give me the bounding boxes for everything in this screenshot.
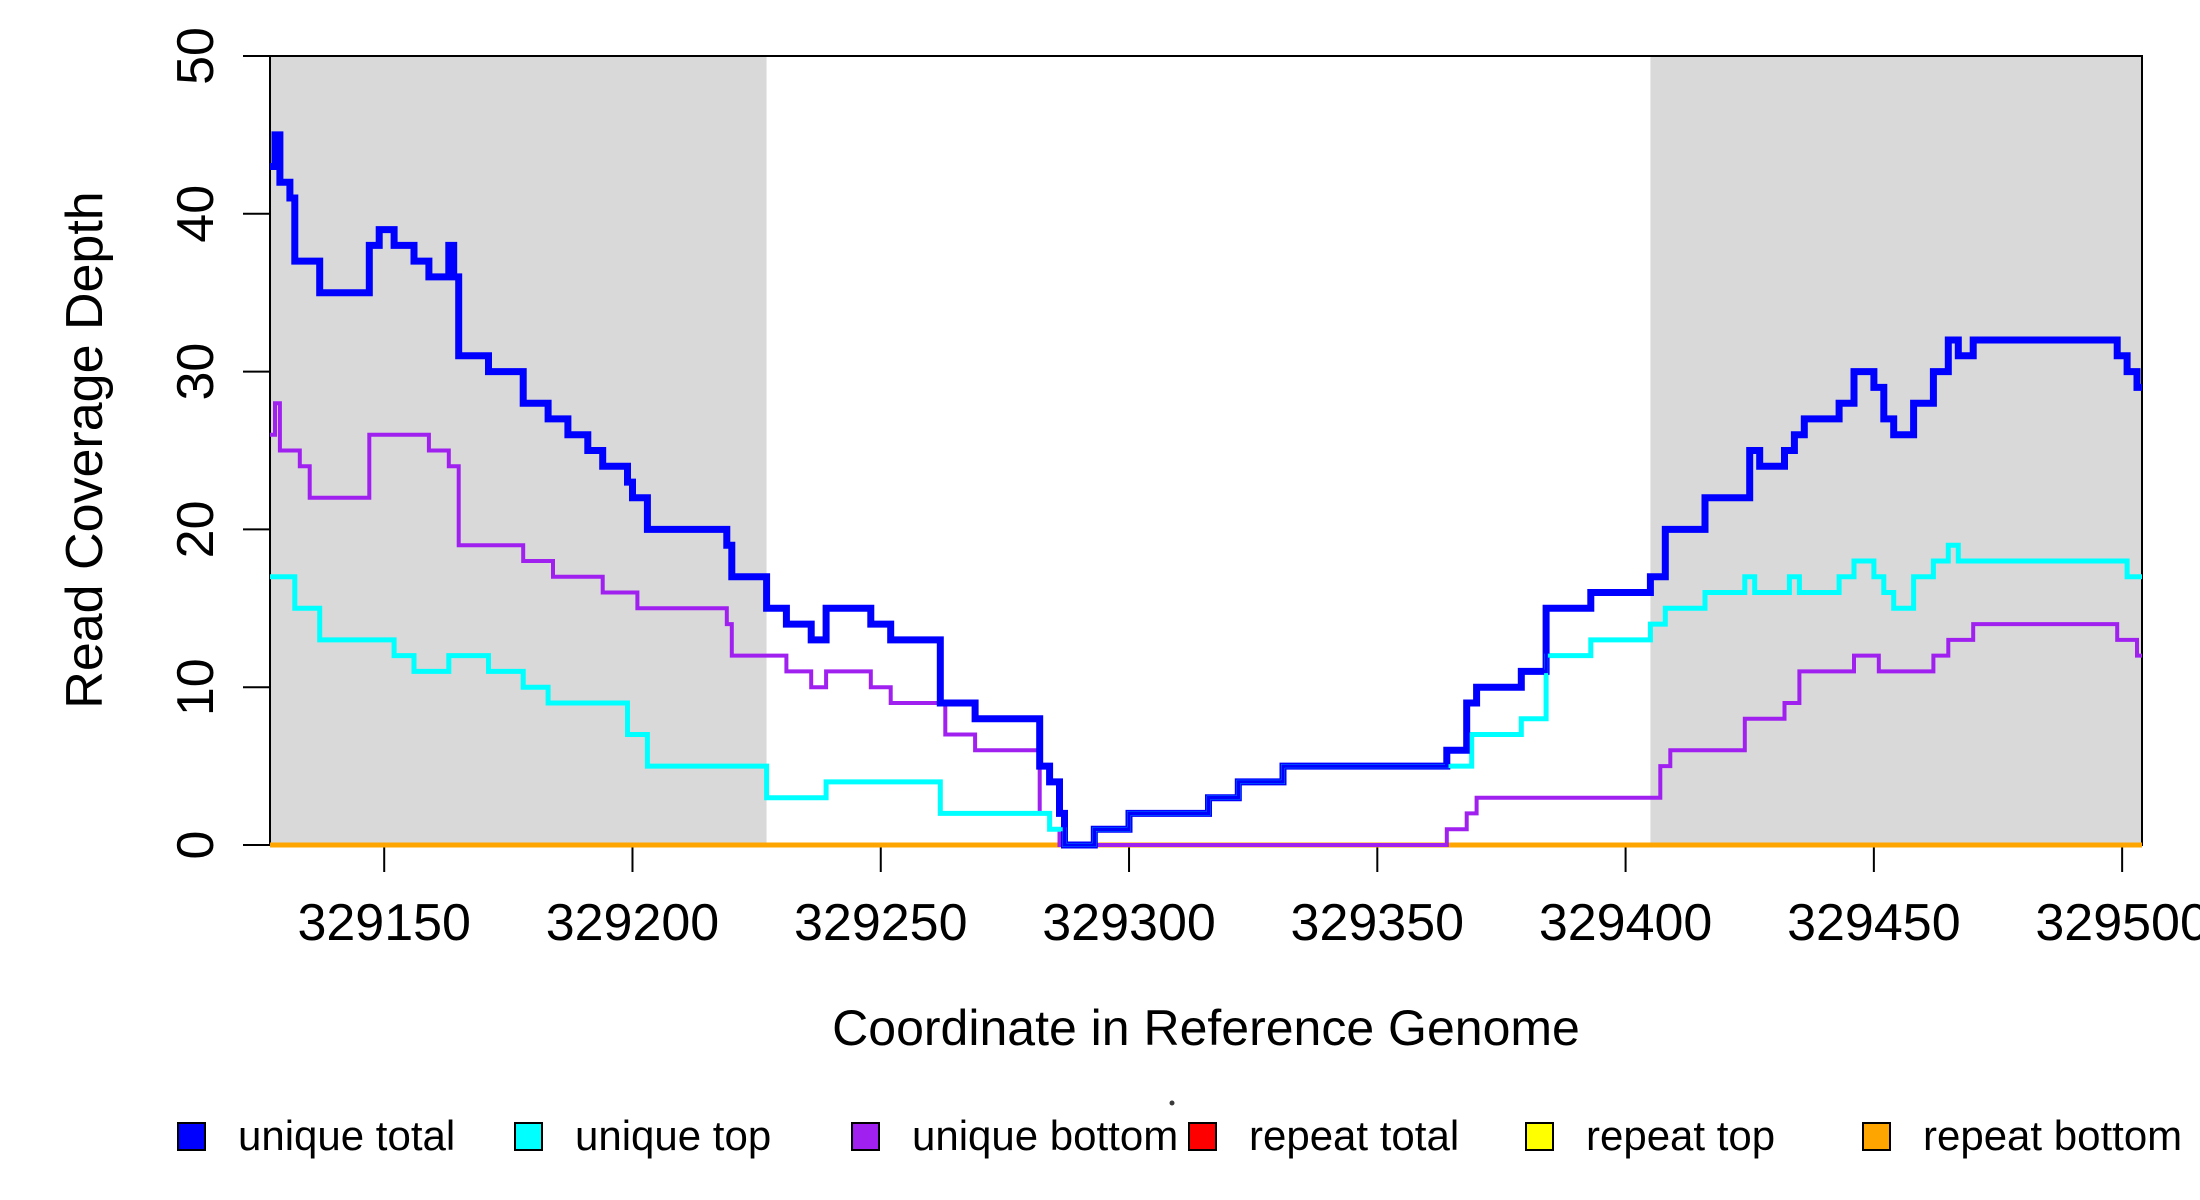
legend-swatch-repeat-bottom [1862,1122,1891,1151]
x-tick-label: 329250 [794,894,968,952]
x-tick-label: 329300 [1042,894,1216,952]
y-tick-label: 40 [167,185,225,243]
x-tick-label: 329400 [1539,894,1713,952]
stray-dot [1169,1100,1175,1106]
series-line-unique-bottom [270,401,2142,847]
x-tick-label: 329200 [546,894,720,952]
legend-label-unique-total: unique total [238,1112,455,1159]
legend-swatch-unique-total [177,1122,206,1151]
shaded-region [1650,56,2142,845]
series-line-core-unique-total [270,133,2142,847]
legend-label-repeat-top: repeat top [1586,1112,1775,1159]
x-tick-label: 329350 [1291,894,1465,952]
y-axis-title: Read Coverage Depth [56,191,114,709]
y-tick-label: 10 [167,658,225,716]
legend-label-unique-bottom: unique bottom [912,1112,1178,1159]
y-tick-label: 20 [167,500,225,558]
y-tick-label: 50 [167,27,225,85]
x-tick-label: 329500 [2035,894,2200,952]
legend-swatch-repeat-total [1188,1122,1217,1151]
series-line-overlap-fringe [270,543,2142,847]
legend-label-unique-top: unique top [575,1112,771,1159]
shaded-region [270,56,767,845]
legend-swatch-unique-bottom [851,1122,880,1151]
y-tick-label: 30 [167,343,225,401]
legend-label-repeat-total: repeat total [1249,1112,1459,1159]
x-tick-label: 329150 [297,894,471,952]
legend-swatch-unique-top [514,1122,543,1151]
legend-label-repeat-bottom: repeat bottom [1923,1112,2182,1159]
x-axis-title: Coordinate in Reference Genome [832,1000,1580,1056]
y-tick-label: 0 [167,831,225,860]
x-tick-label: 329450 [1787,894,1961,952]
legend-swatch-repeat-top [1525,1122,1554,1151]
